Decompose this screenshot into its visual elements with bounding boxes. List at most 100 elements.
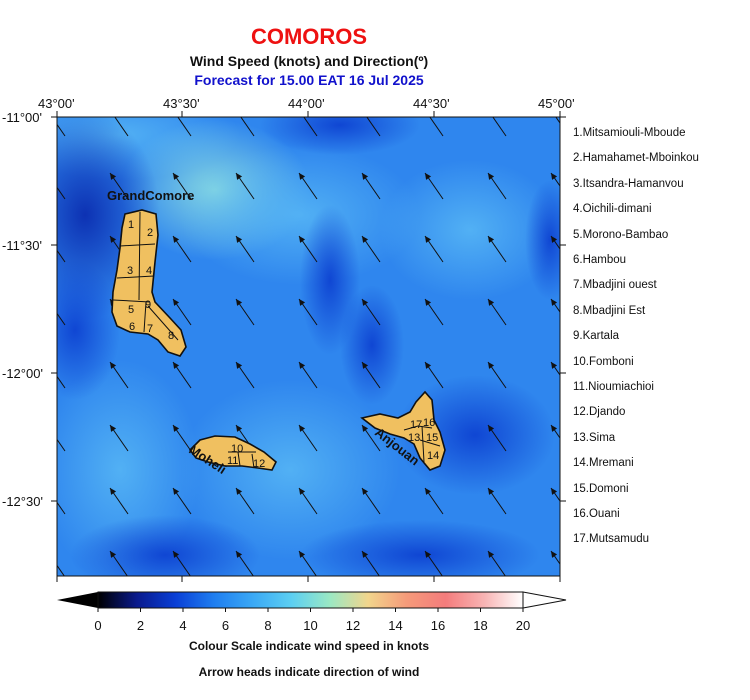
colorbar-label-18: 18 xyxy=(473,618,487,633)
wind-arrow xyxy=(240,117,255,137)
wind-arrow xyxy=(487,487,507,515)
legend-district-16: 16.Ouani xyxy=(573,508,620,520)
wind-arrow xyxy=(366,117,381,137)
wind-arrow xyxy=(57,438,66,452)
colorbar-label-8: 8 xyxy=(264,618,271,633)
district-mark-2: 2 xyxy=(147,227,153,239)
wind-arrow xyxy=(303,117,318,137)
legend-district-13: 13.Sima xyxy=(573,431,616,444)
wind-arrow xyxy=(57,312,66,326)
district-mark-4: 4 xyxy=(146,265,152,277)
wind-arrow xyxy=(298,172,318,200)
lon-label-44-00: 44°00' xyxy=(288,96,325,111)
legend-district-17: 17.Mutsamudu xyxy=(573,533,650,546)
wind-arrow xyxy=(424,361,444,389)
wind-arrow xyxy=(172,172,192,200)
colour-scale-note: Colour Scale indicate wind speed in knot… xyxy=(188,639,430,653)
moheli-shape xyxy=(188,435,277,471)
district-mark-10: 10 xyxy=(231,443,243,455)
wind-arrow xyxy=(57,501,66,515)
grand-comore-district-lines xyxy=(112,211,179,341)
wind-arrow xyxy=(57,375,66,389)
wind-arrow xyxy=(235,172,255,200)
district-mark-11: 11 xyxy=(227,455,238,467)
colorbar-label-14: 14 xyxy=(388,618,402,633)
legend-district-6: 6.Hambou xyxy=(573,254,627,266)
wind-arrow xyxy=(109,172,129,200)
district-mark-3: 3 xyxy=(127,265,133,277)
legend-district-2: 2.Hamahamet-Mboinkou xyxy=(573,152,699,165)
wind-arrow xyxy=(424,487,444,515)
lat-label-11-30: -11°30' xyxy=(2,238,42,253)
wind-arrow xyxy=(57,123,66,137)
colorbar-label-16: 16 xyxy=(431,618,445,633)
wind-arrow xyxy=(114,117,129,137)
wind-arrow xyxy=(361,361,381,389)
lat-label-12-00: -12°00' xyxy=(2,366,43,381)
legend-district-3: 3.Itsandra-Hamanvou xyxy=(573,177,684,190)
wind-arrow xyxy=(298,298,318,326)
wind-arrow xyxy=(57,564,65,576)
island-moheli xyxy=(188,435,277,471)
wind-arrow xyxy=(487,424,507,452)
label-grand-comore: GrandComore xyxy=(107,188,194,203)
moheli-district-lines xyxy=(228,451,256,469)
wind-arrow xyxy=(361,298,381,326)
wind-arrow xyxy=(492,117,507,137)
wind-arrow xyxy=(361,424,381,452)
wind-arrow xyxy=(235,487,255,515)
district-mark-15: 15 xyxy=(426,432,438,444)
legend-district-5: 5.Morono-Bambao xyxy=(573,228,669,241)
wind-arrow xyxy=(109,487,129,515)
colorbar-label-12: 12 xyxy=(346,618,360,633)
wind-arrow xyxy=(550,361,560,376)
district-mark-1: 1 xyxy=(128,219,134,231)
anjouan-district-lines xyxy=(403,425,441,463)
island-anjouan xyxy=(360,390,446,471)
wind-arrow xyxy=(298,361,318,389)
map-ticks xyxy=(51,111,566,582)
wind-arrow xyxy=(298,424,318,452)
forecast-time: Forecast for 15.00 EAT 16 Jul 2025 xyxy=(194,72,424,88)
wind-arrow xyxy=(550,487,560,502)
wind-arrow xyxy=(361,172,381,200)
colorbar-high-arrow xyxy=(522,591,567,609)
wind-arrow xyxy=(172,550,191,576)
colorbar-label-20: 20 xyxy=(516,618,530,633)
island-grand-comore xyxy=(111,209,187,357)
wind-arrow xyxy=(177,117,192,137)
arrow-note: Arrow heads indicate direction of wind xyxy=(198,665,420,679)
wind-arrow xyxy=(424,235,444,263)
wind-arrow xyxy=(361,235,381,263)
map-subtitle: Wind Speed (knots) and Direction(º) xyxy=(189,53,429,69)
colorbar-label-2: 2 xyxy=(137,618,144,633)
grand-comore-shape xyxy=(111,209,187,357)
wind-arrow xyxy=(172,487,192,515)
wind-arrow xyxy=(235,235,255,263)
wind-arrow xyxy=(109,424,129,452)
colorbar: 0 2 4 6 8 10 12 14 16 18 20 xyxy=(57,591,567,633)
wind-arrow xyxy=(57,186,66,200)
wind-arrow xyxy=(109,550,128,576)
colorbar-label-10: 10 xyxy=(303,618,317,633)
lat-label-11-00: -11°00' xyxy=(2,110,42,125)
colorbar-label-4: 4 xyxy=(179,618,186,633)
legend-district-11: 11.Nioumiachioi xyxy=(573,381,654,393)
legend-district-4: 4.Oichili-dimani xyxy=(573,203,652,216)
wind-arrow xyxy=(361,550,380,576)
legend-district-1: 1.Mitsamiouli-Mboude xyxy=(573,127,686,139)
wind-arrow xyxy=(550,550,560,565)
wind-arrow xyxy=(429,117,444,137)
lon-label-43-30: 43°30' xyxy=(163,96,200,111)
colorbar-label-0: 0 xyxy=(94,618,101,633)
wind-arrow xyxy=(172,298,192,326)
district-mark-6: 6 xyxy=(129,321,135,333)
colorbar-gradient xyxy=(98,592,523,608)
wind-arrow xyxy=(424,172,444,200)
wind-arrow xyxy=(487,550,506,576)
map-title: COMOROS xyxy=(250,24,368,49)
wind-arrow xyxy=(487,298,507,326)
colorbar-low-arrow xyxy=(57,592,98,608)
district-mark-8: 8 xyxy=(168,330,174,342)
legend-district-7: 7.Mbadjini ouest xyxy=(573,279,657,292)
